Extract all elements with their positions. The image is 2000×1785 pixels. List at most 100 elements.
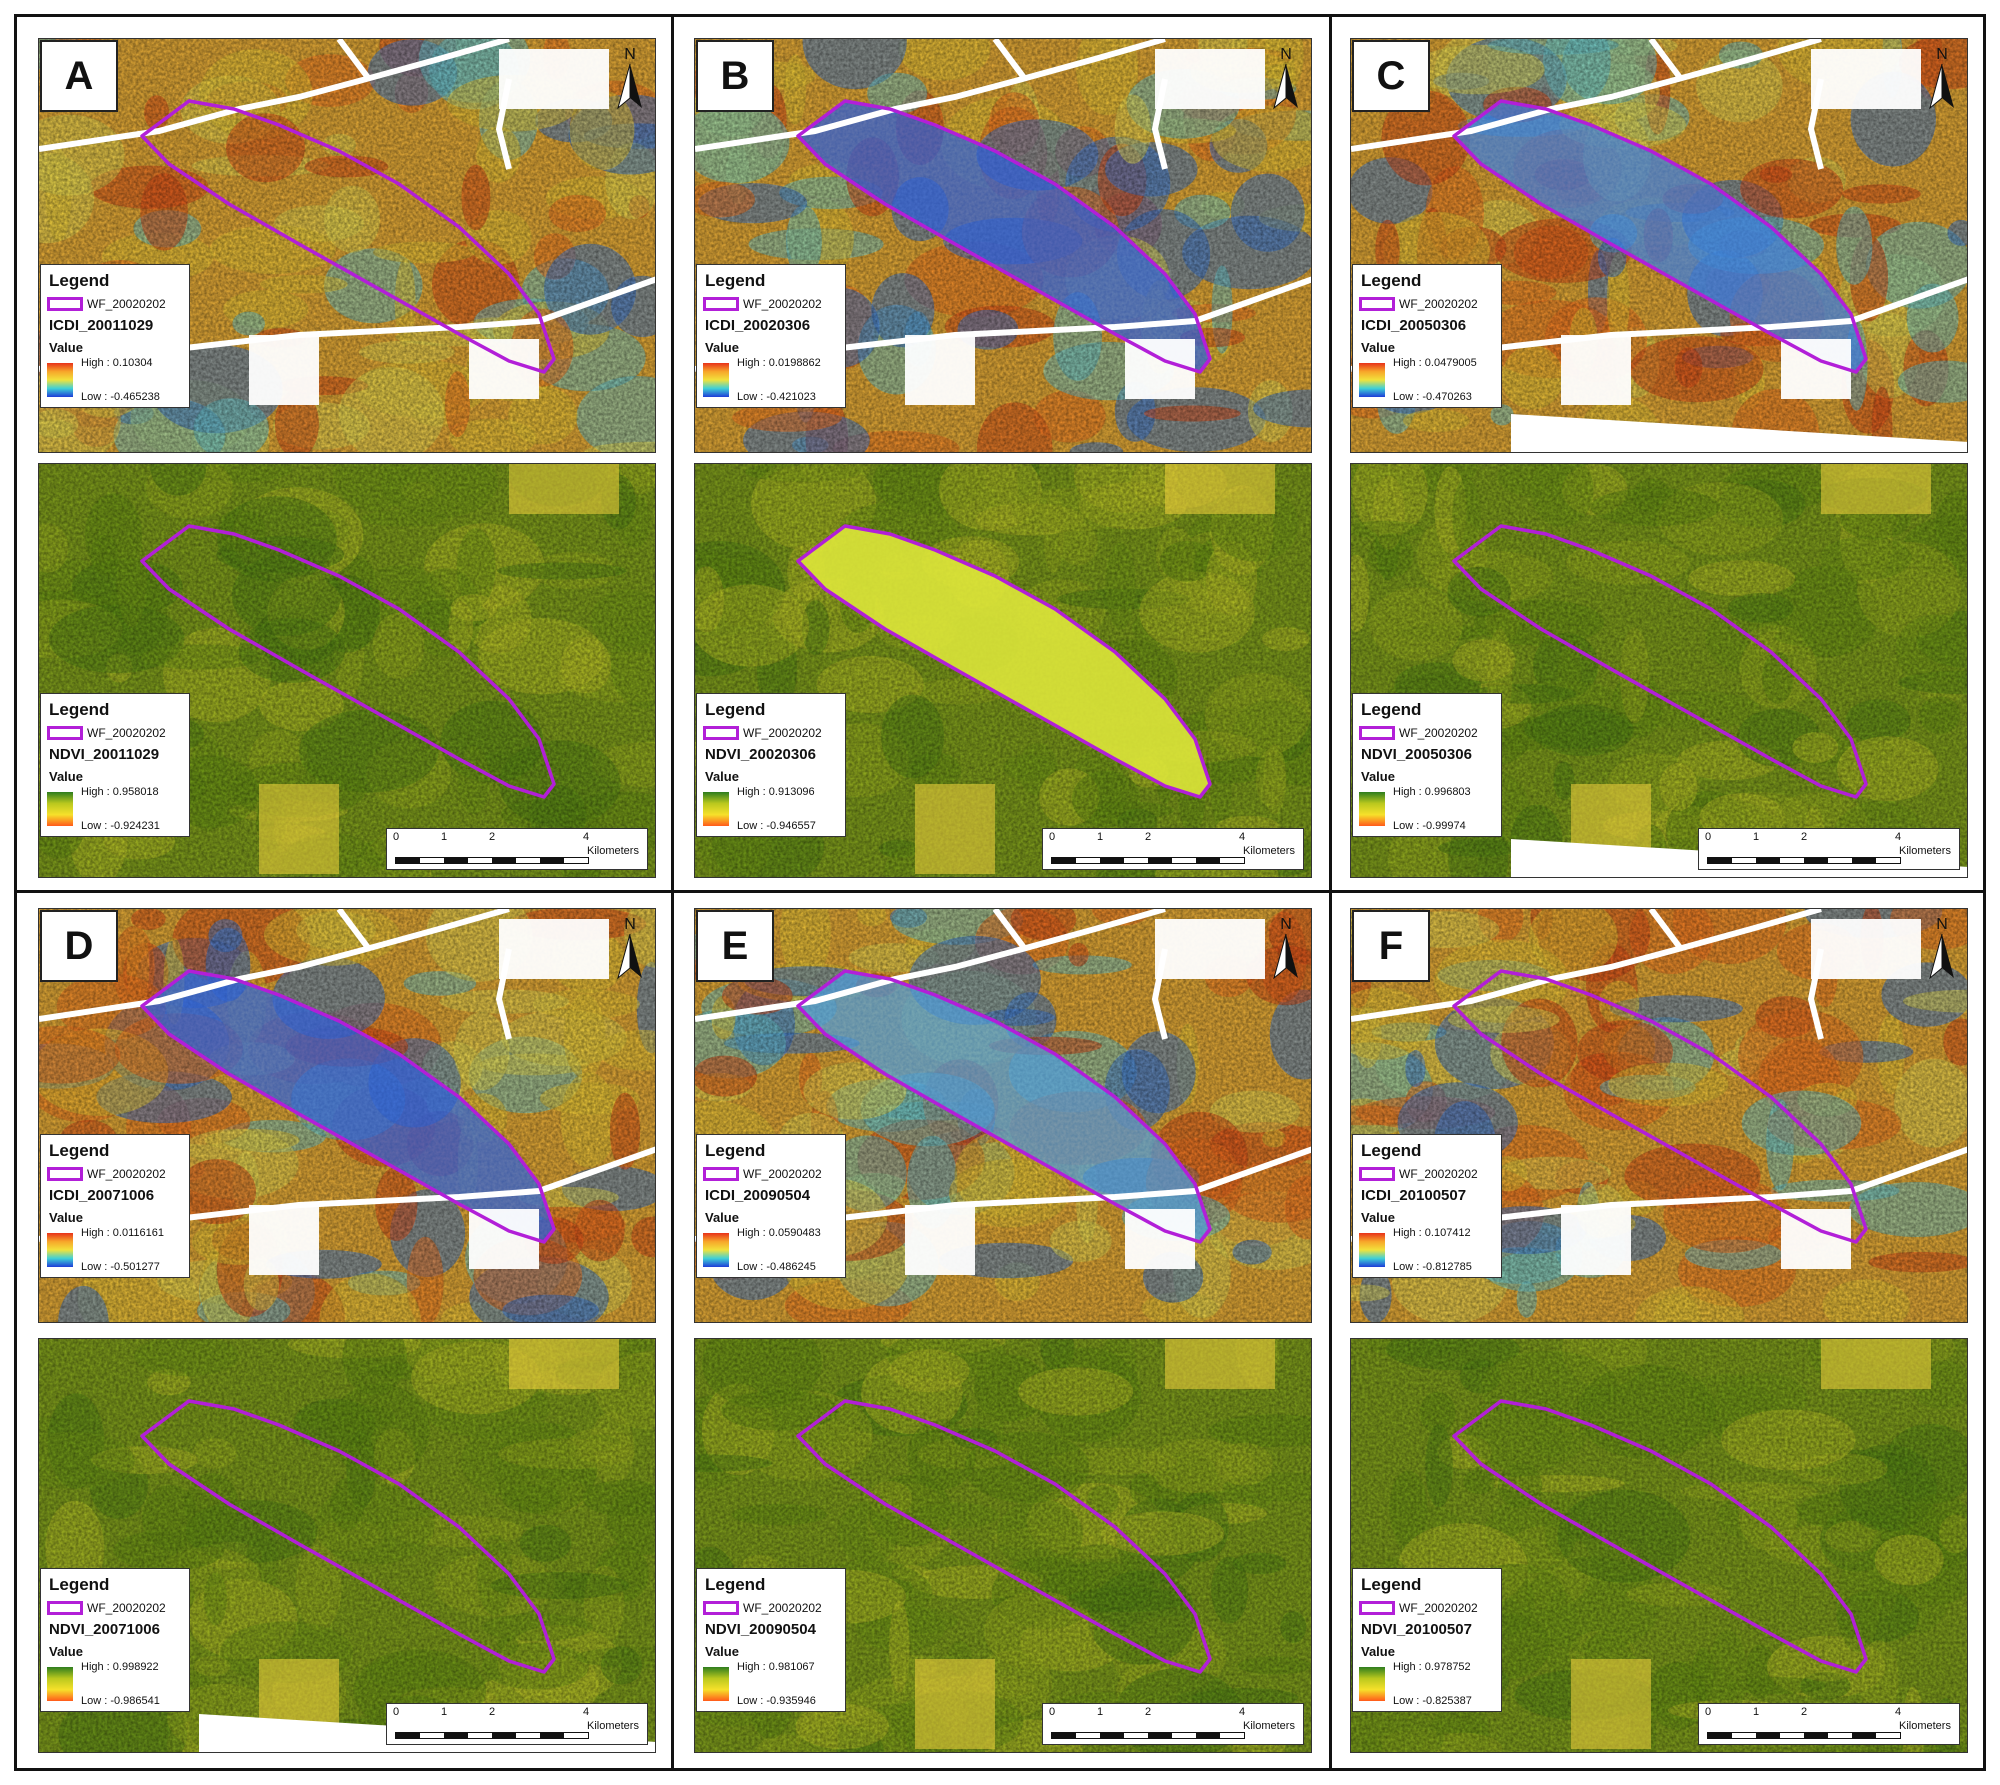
legend-title: Legend bbox=[1361, 271, 1422, 290]
fire-perimeter bbox=[140, 969, 556, 1244]
ramp-high-label: High : 0.913096 bbox=[737, 786, 815, 798]
legend-title: Legend bbox=[1361, 1141, 1422, 1160]
north-arrow-icon: N bbox=[1924, 46, 1960, 116]
layer-name: ICDI_20071006 bbox=[49, 1187, 155, 1204]
color-ramp bbox=[1359, 1667, 1385, 1701]
fire-outline-swatch bbox=[47, 726, 83, 740]
ramp-low-label: Low : -0.935946 bbox=[737, 1695, 816, 1707]
fire-layer-label: WF_20020202 bbox=[87, 726, 166, 740]
ramp-high-label: High : 0.978752 bbox=[1393, 1661, 1471, 1673]
fire-layer-label: WF_20020202 bbox=[87, 1167, 166, 1181]
value-label: Value bbox=[49, 1210, 83, 1225]
ndvi-legend: Legend WF_20020202 NDVI_20011029 Value High … bbox=[40, 693, 190, 837]
scale-tick-label: 0 bbox=[393, 831, 400, 843]
ramp-high-label: High : 0.958018 bbox=[81, 786, 159, 798]
north-arrow-icon: N bbox=[612, 46, 648, 116]
scale-unit: Kilometers bbox=[1243, 845, 1295, 857]
value-label: Value bbox=[49, 340, 83, 355]
scale-bar-graphic bbox=[1707, 857, 1901, 864]
fire-layer-entry: WF_20020202 bbox=[1359, 726, 1495, 740]
ramp-low-label: Low : -0.946557 bbox=[737, 820, 816, 832]
ramp-low-label: Low : -0.421023 bbox=[737, 391, 816, 403]
ramp-high-label: High : 0.981067 bbox=[737, 1661, 815, 1673]
layer-name: NDVI_20011029 bbox=[49, 746, 160, 763]
north-label: N bbox=[624, 916, 636, 933]
panel-letter: C bbox=[1352, 40, 1430, 112]
panel-letter: B bbox=[696, 40, 774, 112]
panel-letter: E bbox=[696, 910, 774, 982]
fire-layer-label: WF_20020202 bbox=[1399, 1167, 1478, 1181]
fire-outline-swatch bbox=[1359, 1167, 1395, 1181]
scale-tick-label: 2 bbox=[489, 1706, 496, 1718]
legend-title: Legend bbox=[705, 271, 766, 290]
north-label: N bbox=[1280, 916, 1292, 933]
ramp-low-label: Low : -0.812785 bbox=[1393, 1261, 1472, 1273]
ramp-high-label: High : 0.996803 bbox=[1393, 786, 1471, 798]
ramp-high-label: High : 0.0198862 bbox=[737, 357, 821, 369]
layer-name: ICDI_20090504 bbox=[705, 1187, 811, 1204]
fire-layer-entry: WF_20020202 bbox=[47, 1601, 183, 1615]
icdi-map[interactable] bbox=[38, 38, 656, 453]
scale-tick-label: 4 bbox=[583, 831, 590, 843]
value-label: Value bbox=[705, 1644, 739, 1659]
fire-layer-label: WF_20020202 bbox=[743, 1167, 822, 1181]
fire-outline-swatch bbox=[703, 1601, 739, 1615]
ramp-high-label: High : 0.0590483 bbox=[737, 1227, 821, 1239]
layer-name: NDVI_20050306 bbox=[1361, 746, 1472, 763]
fire-layer-entry: WF_20020202 bbox=[47, 726, 183, 740]
scale-tick-label: 4 bbox=[1895, 831, 1902, 843]
fire-layer-entry: WF_20020202 bbox=[703, 297, 839, 311]
scale-tick-label: 0 bbox=[1705, 831, 1712, 843]
scale-tick-label: 0 bbox=[1049, 1706, 1056, 1718]
ndvi-legend: Legend WF_20020202 NDVI_20090504 Value High … bbox=[696, 1568, 846, 1712]
fire-outline-swatch bbox=[47, 1601, 83, 1615]
scale-tick-label: 2 bbox=[1801, 1706, 1808, 1718]
scale-tick-label: 0 bbox=[393, 1706, 400, 1718]
fire-outline-swatch bbox=[1359, 1601, 1395, 1615]
scale-tick-label: 2 bbox=[1801, 831, 1808, 843]
legend-title: Legend bbox=[1361, 1575, 1422, 1594]
scale-unit: Kilometers bbox=[1243, 1720, 1295, 1732]
fire-layer-label: WF_20020202 bbox=[743, 726, 822, 740]
ramp-low-label: Low : -0.501277 bbox=[81, 1261, 160, 1273]
fire-outline-swatch bbox=[703, 726, 739, 740]
color-ramp bbox=[1359, 1233, 1385, 1267]
layer-name: ICDI_20020306 bbox=[705, 317, 811, 334]
north-arrow-icon: N bbox=[1924, 916, 1960, 986]
scale-tick-label: 1 bbox=[1097, 1706, 1104, 1718]
legend-title: Legend bbox=[49, 1141, 110, 1160]
fire-perimeter bbox=[1452, 524, 1868, 799]
panel-letter: F bbox=[1352, 910, 1430, 982]
legend-title: Legend bbox=[49, 271, 110, 290]
north-arrow-icon: N bbox=[612, 916, 648, 986]
legend-title: Legend bbox=[705, 1575, 766, 1594]
icdi-map[interactable] bbox=[694, 38, 1312, 453]
icdi-legend: Legend WF_20020202 ICDI_20071006 Value High … bbox=[40, 1134, 190, 1278]
panel-letter: A bbox=[40, 40, 118, 112]
fire-layer-label: WF_20020202 bbox=[743, 1601, 822, 1615]
icdi-legend: Legend WF_20020202 ICDI_20090504 Value High … bbox=[696, 1134, 846, 1278]
scale-unit: Kilometers bbox=[1899, 1720, 1951, 1732]
scale-bar: 0 1 2 4 Kilometers bbox=[386, 828, 648, 870]
legend-title: Legend bbox=[49, 700, 110, 719]
north-label: N bbox=[624, 46, 636, 63]
panel-letter: D bbox=[40, 910, 118, 982]
color-ramp bbox=[703, 363, 729, 397]
scale-bar-graphic bbox=[1051, 1732, 1245, 1739]
fire-perimeter bbox=[1452, 1399, 1868, 1674]
fire-perimeter bbox=[140, 524, 556, 799]
icdi-legend: Legend WF_20020202 ICDI_20050306 Value High … bbox=[1352, 264, 1502, 408]
value-label: Value bbox=[705, 769, 739, 784]
layer-name: NDVI_20090504 bbox=[705, 1621, 816, 1638]
scale-tick-label: 0 bbox=[1705, 1706, 1712, 1718]
fire-outline-swatch bbox=[1359, 726, 1395, 740]
scale-bar: 0 1 2 4 Kilometers bbox=[1698, 1703, 1960, 1745]
fire-outline-swatch bbox=[703, 1167, 739, 1181]
color-ramp bbox=[1359, 792, 1385, 826]
north-label: N bbox=[1280, 46, 1292, 63]
ramp-low-label: Low : -0.99974 bbox=[1393, 820, 1466, 832]
icdi-map[interactable] bbox=[694, 908, 1312, 1323]
fire-perimeter bbox=[1452, 99, 1868, 374]
color-ramp bbox=[47, 1233, 73, 1267]
fire-perimeter bbox=[796, 99, 1212, 374]
